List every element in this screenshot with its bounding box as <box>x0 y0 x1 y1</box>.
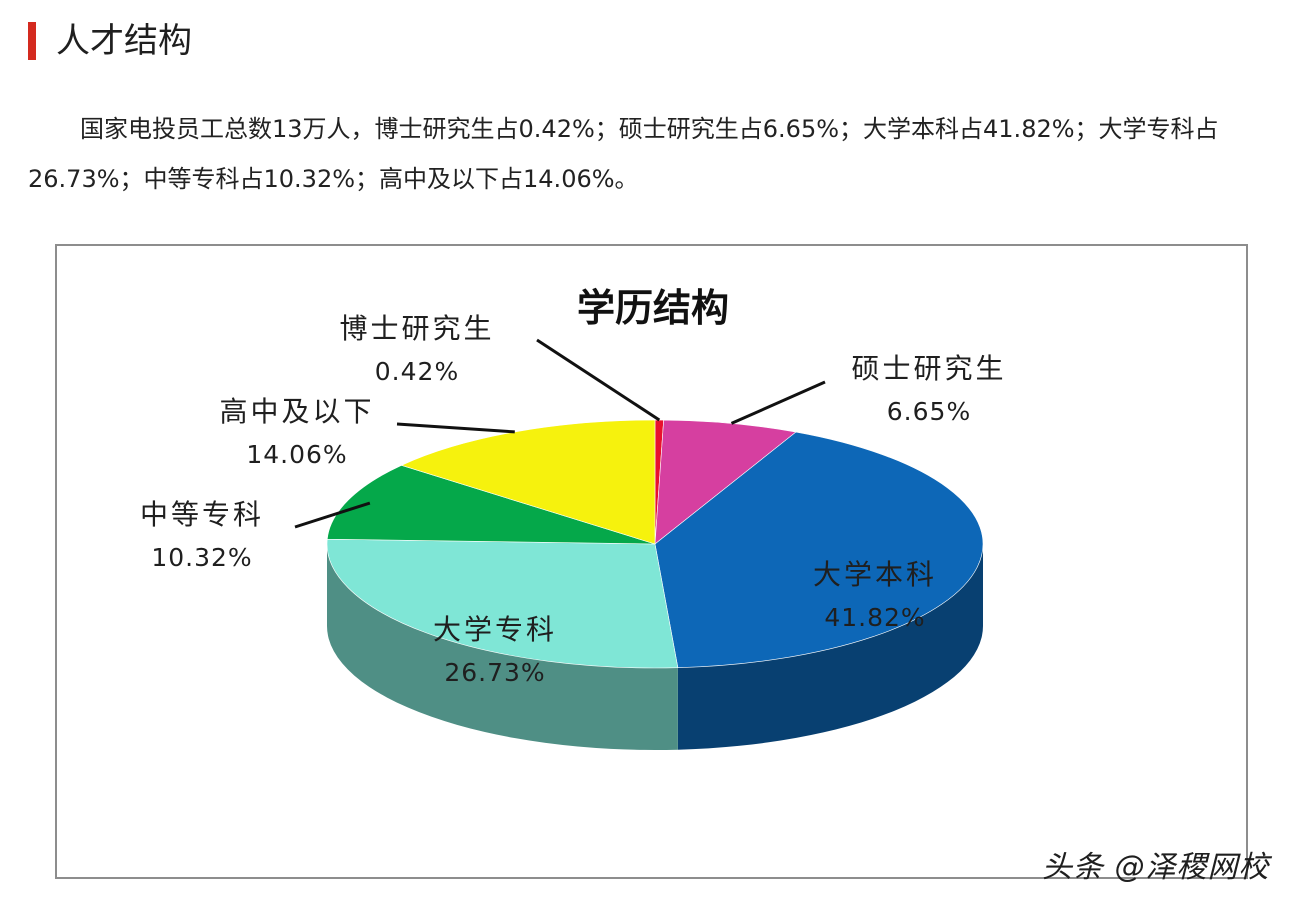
pie-side-3 <box>677 544 983 750</box>
pie-slice-3 <box>654 431 984 669</box>
pie-slice-4 <box>326 538 679 669</box>
slice-value-label-4: 26.73% <box>444 658 545 687</box>
slice-name-label-6: 高中及以下 <box>219 395 374 428</box>
slice-name-label-2: 硕士研究生 <box>851 352 1006 385</box>
slice-name-label-3: 大学本科 <box>813 558 937 591</box>
slice-name-label-4: 大学专科 <box>433 613 557 646</box>
pie-side-4 <box>327 544 678 750</box>
slice-value-label-1: 0.42% <box>375 357 459 386</box>
leader-line-5 <box>294 501 371 529</box>
section-accent-bar <box>28 22 36 60</box>
pie-leader-lines <box>294 338 826 529</box>
intro-paragraph: 国家电投员工总数13万人，博士研究生占0.42%；硕士研究生占6.65%；大学本… <box>28 115 1219 193</box>
watermark: 头条 @泽稷网校 <box>1042 850 1270 885</box>
leader-line-2 <box>730 380 826 425</box>
education-pie-chart: 学历结构 博士研究生 0.42% 硕士研究生 6.65% 大学本科 41.82% 大学专科 2… <box>140 286 1006 750</box>
chart-frame: 学历结构 博士研究生 0.42% 硕士研究生 6.65% 大学本科 41.82% 大学专科 2… <box>55 244 1248 879</box>
slice-value-label-3: 41.82% <box>824 603 925 632</box>
pie-labels: 博士研究生 0.42% 硕士研究生 6.65% 大学本科 41.82% 大学专科 26.73%… <box>140 312 1006 687</box>
leader-line-1 <box>536 338 661 422</box>
slice-value-label-5: 10.32% <box>151 543 252 572</box>
section-title: 人才结构 <box>56 21 192 61</box>
slice-name-label-1: 博士研究生 <box>339 312 494 345</box>
pie-top <box>326 419 984 669</box>
pie-sides <box>327 544 983 750</box>
slice-name-label-5: 中等专科 <box>140 498 264 531</box>
slice-value-label-6: 14.06% <box>246 440 347 469</box>
pie-slice-5 <box>326 464 656 545</box>
leader-line-6 <box>396 422 515 434</box>
chart-title: 学历结构 <box>577 286 729 330</box>
slice-value-label-2: 6.65% <box>887 397 971 426</box>
